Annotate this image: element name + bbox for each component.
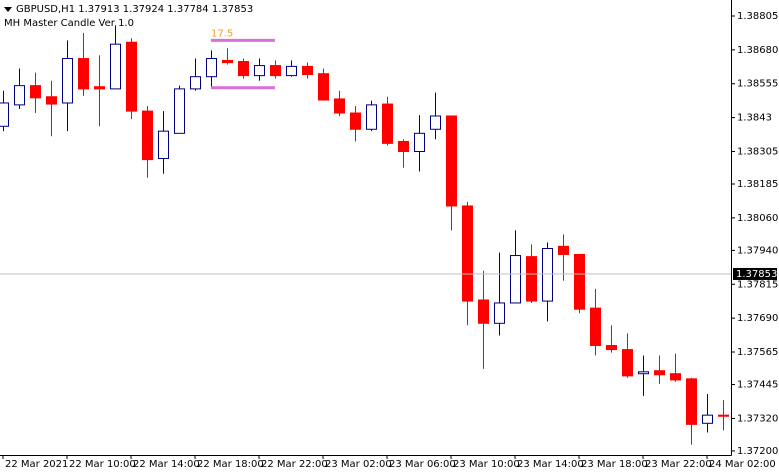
candle-body xyxy=(606,345,617,351)
candle-body xyxy=(654,370,665,376)
x-tick-label: 23 Mar 22:00 xyxy=(645,459,712,470)
y-tick-label: 1.38060 xyxy=(737,213,778,224)
candle-body xyxy=(510,255,521,304)
candle-body xyxy=(478,299,489,324)
y-tick-label: 1.37565 xyxy=(737,347,778,358)
candle-body xyxy=(398,140,409,152)
candle-body xyxy=(622,349,633,377)
candle-body xyxy=(174,88,185,134)
candle-body xyxy=(670,373,681,381)
y-tick-label: 1.37815 xyxy=(737,279,778,290)
candle-body xyxy=(590,307,601,347)
candle-body xyxy=(158,130,169,160)
candle-body xyxy=(686,378,697,425)
candle-body xyxy=(366,104,377,130)
candle-body xyxy=(30,85,41,99)
candle-body xyxy=(526,256,537,302)
y-tick-label: 1.37690 xyxy=(737,313,778,324)
candle-body xyxy=(446,115,457,207)
candle-body xyxy=(574,253,585,310)
candle-body xyxy=(270,65,281,77)
candle-body xyxy=(254,65,265,77)
candle-body xyxy=(494,302,505,324)
x-tick-label: 22 Mar 10:00 xyxy=(69,459,136,470)
x-tick-label: 24 Mar 02:00 xyxy=(709,459,776,470)
y-tick-label: 1.38305 xyxy=(737,146,778,157)
candle-body xyxy=(78,58,89,90)
y-tick-label: 1.3843 xyxy=(737,113,772,124)
current-price-label: 1.37853 xyxy=(736,269,777,280)
master-candle-label: 17.5 xyxy=(211,28,233,39)
x-tick-label: 22 Mar 18:00 xyxy=(197,459,264,470)
candle-body xyxy=(222,59,233,64)
candle-body xyxy=(334,98,345,114)
candle-body xyxy=(638,371,649,375)
candle-body xyxy=(302,65,313,76)
candle-body xyxy=(702,414,713,424)
x-tick-label: 22 Mar 2021 xyxy=(5,459,68,470)
y-tick-label: 1.37940 xyxy=(737,245,778,256)
current-price-box xyxy=(733,267,777,280)
y-tick-label: 1.37200 xyxy=(737,446,778,457)
candle-body xyxy=(718,414,729,417)
x-tick-label: 23 Mar 18:00 xyxy=(581,459,648,470)
candle-body xyxy=(110,43,121,90)
y-tick-label: 1.38555 xyxy=(737,79,778,90)
x-tick-label: 23 Mar 02:00 xyxy=(325,459,392,470)
candle-body xyxy=(0,102,9,127)
candle-body xyxy=(350,112,361,130)
candle-body xyxy=(190,76,201,90)
y-tick-label: 1.38185 xyxy=(737,179,778,190)
indicator-name: MH Master Candle Ver 1.0 xyxy=(4,18,134,29)
x-tick-label: 23 Mar 14:00 xyxy=(517,459,584,470)
candle-body xyxy=(414,132,425,152)
x-tick-label: 22 Mar 22:00 xyxy=(261,459,328,470)
candle-body xyxy=(126,41,137,112)
y-tick-label: 1.38680 xyxy=(737,45,778,56)
y-tick-label: 1.37445 xyxy=(737,380,778,391)
candle-body xyxy=(286,65,297,77)
candle-body xyxy=(46,96,57,105)
x-tick-label: 23 Mar 06:00 xyxy=(389,459,456,470)
chart-title: GBPUSD,H1 1.37913 1.37924 1.37784 1.3785… xyxy=(16,4,253,15)
candle-body xyxy=(542,248,553,302)
x-tick-label: 23 Mar 10:00 xyxy=(453,459,520,470)
x-tick-label: 22 Mar 14:00 xyxy=(133,459,200,470)
candle-body xyxy=(14,85,25,106)
candle-body xyxy=(558,245,569,255)
candle-body xyxy=(318,73,329,101)
candle-body xyxy=(430,115,441,130)
candle-body xyxy=(94,86,105,90)
y-tick-label: 1.37320 xyxy=(737,413,778,424)
y-tick-label: 1.38805 xyxy=(737,11,778,22)
candle-body xyxy=(238,61,249,77)
candle-body xyxy=(462,205,473,302)
menu-arrow xyxy=(4,7,12,12)
candle-body xyxy=(382,103,393,144)
candle-body xyxy=(62,58,73,104)
candle-body xyxy=(142,110,153,161)
candle-body xyxy=(206,58,217,78)
